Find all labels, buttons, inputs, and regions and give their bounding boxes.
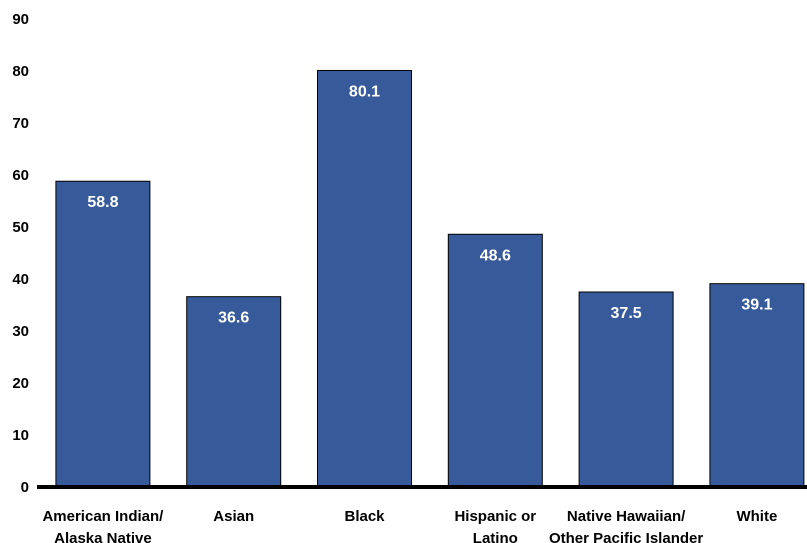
bars xyxy=(55,69,805,488)
bar xyxy=(709,283,805,488)
y-tick-label: 60 xyxy=(12,167,29,184)
y-tick-label: 30 xyxy=(12,323,29,340)
category-label: Alaska Native xyxy=(54,530,152,543)
y-tick-label: 80 xyxy=(12,63,29,80)
bar-value-label: 80.1 xyxy=(349,83,380,100)
category-label: Other Pacific Islander xyxy=(549,530,703,543)
bar-value-label: 37.5 xyxy=(611,305,642,322)
bar-value-label: 58.8 xyxy=(87,194,118,211)
y-axis-ticks: 0 10 20 30 40 50 60 70 80 90 xyxy=(12,11,29,496)
bar xyxy=(55,180,151,488)
y-tick-label: 70 xyxy=(12,115,29,132)
category-labels: American Indian/Alaska Native Asian Black H… xyxy=(42,508,777,543)
category-label: Hispanic or xyxy=(454,508,536,525)
category-label: Native Hawaiian/ xyxy=(567,508,686,525)
bar xyxy=(447,233,543,488)
bar-value-label: 36.6 xyxy=(218,310,249,327)
category-label: White xyxy=(736,508,777,525)
category-label: Asian xyxy=(213,508,254,525)
category-label: Black xyxy=(344,508,385,525)
bar xyxy=(578,291,674,488)
y-tick-label: 20 xyxy=(12,375,29,392)
bar-value-label: 48.6 xyxy=(480,247,511,264)
bar xyxy=(186,296,282,488)
y-tick-label: 40 xyxy=(12,271,29,288)
bar xyxy=(317,69,412,488)
category-label: Latino xyxy=(473,530,518,543)
y-tick-label: 10 xyxy=(12,427,29,444)
bar-value-label: 39.1 xyxy=(741,297,772,314)
y-tick-label: 50 xyxy=(12,219,29,236)
y-tick-label: 0 xyxy=(21,479,29,496)
value-labels: 58.8 36.6 80.1 48.6 37.5 39.1 xyxy=(87,83,772,326)
category-label: American Indian/ xyxy=(42,508,164,525)
y-tick-label: 90 xyxy=(12,11,29,28)
